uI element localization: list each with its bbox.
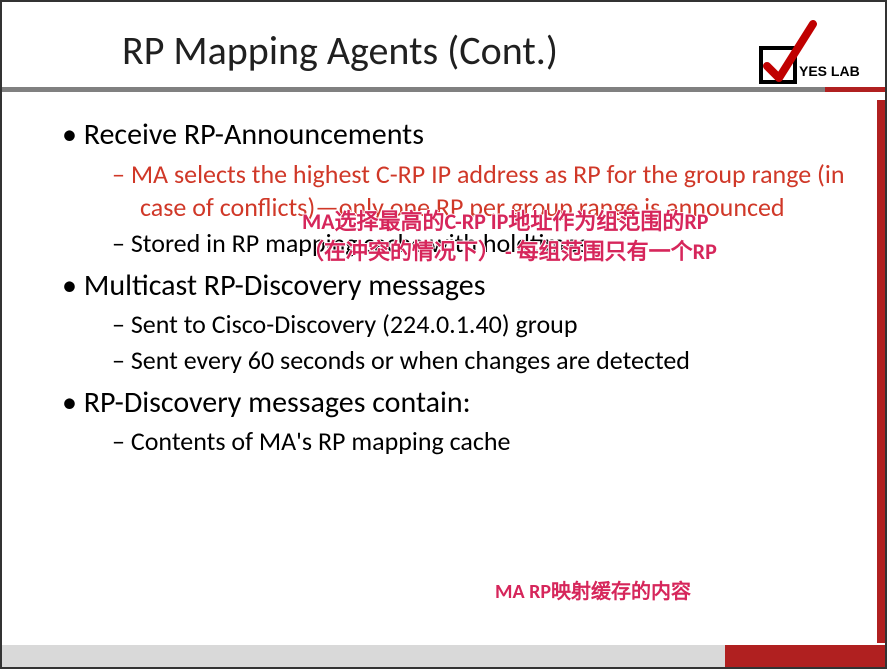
title-area: RP Mapping Agents (Cont.) YES LAB (2, 2, 885, 87)
bullet-sent-cisco: Sent to Cisco-Discovery (224.0.1.40) gro… (140, 308, 845, 342)
slide-title: RP Mapping Agents (Cont.) (122, 26, 845, 75)
bullet-multicast-discovery: Multicast RP-Discovery messages (86, 267, 845, 305)
bottom-bar (2, 645, 885, 667)
ov1-line2: （在冲突的情况下） - 每组范围只有一个RP (302, 238, 717, 265)
yeslab-logo: YES LAB (753, 18, 863, 88)
bullet-contents-cache: Contents of MA's RP mapping cache (140, 425, 845, 459)
content-area: Receive RP-Announcements MA selects the … (2, 92, 885, 481)
overlay-translation-1: MA选择最高的C-RP IP地址作为组范围的RP （在冲突的情况下） - 每组范… (302, 207, 717, 266)
logo-text: YES LAB (799, 63, 860, 79)
bullet-receive-announcements: Receive RP-Announcements (86, 116, 845, 154)
bullet-sent-60s: Sent every 60 seconds or when changes ar… (140, 344, 845, 378)
overlay-translation-2: MA RP映射缓存的内容 (495, 579, 691, 606)
ov1-line1: MA选择最高的C-RP IP地址作为组范围的RP (302, 208, 708, 235)
bullet-discovery-contain: RP-Discovery messages contain: (86, 384, 845, 422)
